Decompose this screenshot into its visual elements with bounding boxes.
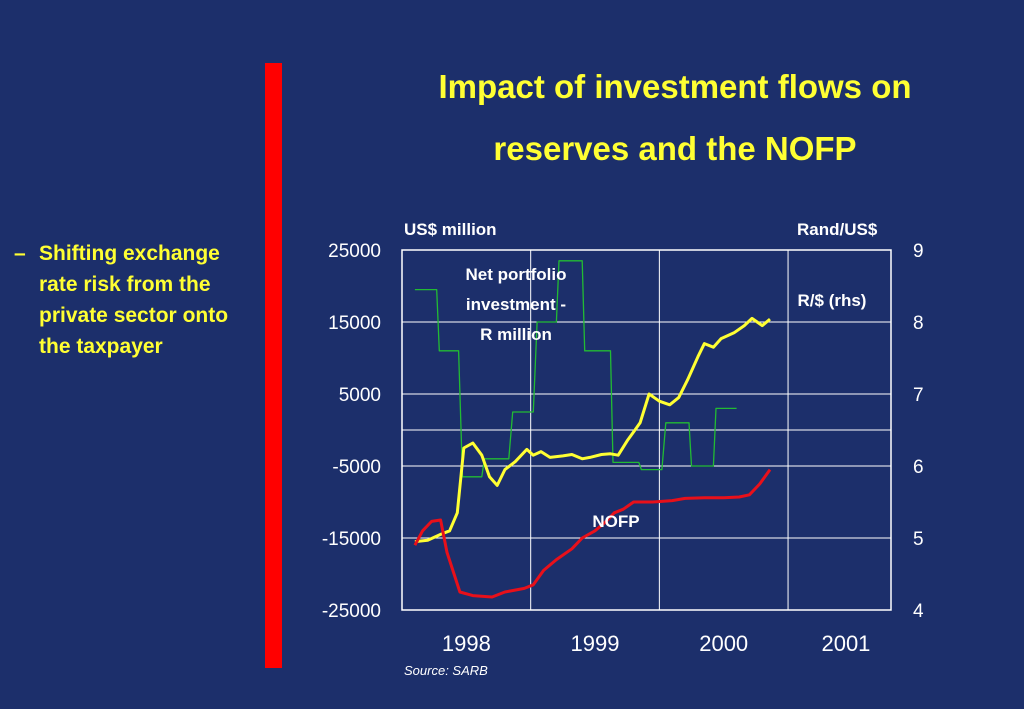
source-note: Source: SARB	[404, 663, 488, 678]
series-labels: Net portfolio investment - R million R/$ (r…	[465, 265, 866, 531]
left-tick-label: -25000	[322, 601, 381, 622]
rand-series-label: R/$ (rhs)	[798, 291, 867, 310]
left-tick-label: -5000	[332, 457, 381, 478]
axis-tick-labels: 25000 15000 5000 -5000 -15000 -25000 9 8 7 6 5 4 199…	[322, 241, 924, 656]
series-line-0	[414, 260, 737, 478]
slide-title: Impact of investment flows on reserves a…	[395, 56, 955, 180]
slide-title-line-1: Impact of investment flows on	[438, 68, 912, 105]
x-tick-label: 2001	[821, 631, 870, 656]
left-tick-label: 15000	[328, 313, 381, 334]
series-line-1	[414, 316, 771, 544]
bullet-text: Shifting exchange rate risk from the pri…	[39, 242, 229, 358]
left-axis-unit-label: US$ million	[404, 220, 497, 239]
portfolio-series-label: investment -	[466, 295, 566, 314]
x-tick-label: 1999	[571, 631, 620, 656]
right-tick-label: 4	[913, 601, 924, 622]
right-tick-label: 5	[913, 529, 924, 550]
right-tick-label: 7	[913, 385, 924, 406]
bullet-point: – Shifting exchange rate risk from the p…	[14, 238, 264, 362]
right-tick-label: 9	[913, 241, 924, 262]
portfolio-series-label: R million	[480, 325, 552, 344]
series-line-2	[413, 468, 772, 599]
x-tick-label: 2000	[699, 631, 748, 656]
nofp-series-label: NOFP	[592, 512, 639, 531]
slide-title-line-2: reserves and the NOFP	[493, 130, 857, 167]
red-accent-bar	[265, 63, 282, 668]
right-tick-label: 6	[913, 457, 924, 478]
right-tick-label: 8	[913, 313, 924, 334]
left-tick-label: -15000	[322, 529, 381, 550]
x-tick-label: 1998	[442, 631, 491, 656]
portfolio-series-label: Net portfolio	[465, 265, 566, 284]
left-tick-label: 25000	[328, 241, 381, 262]
right-axis-unit-label: Rand/US$	[797, 220, 878, 239]
bullet-dash: –	[14, 242, 26, 265]
series-lines	[413, 260, 772, 599]
left-tick-label: 5000	[339, 385, 381, 406]
